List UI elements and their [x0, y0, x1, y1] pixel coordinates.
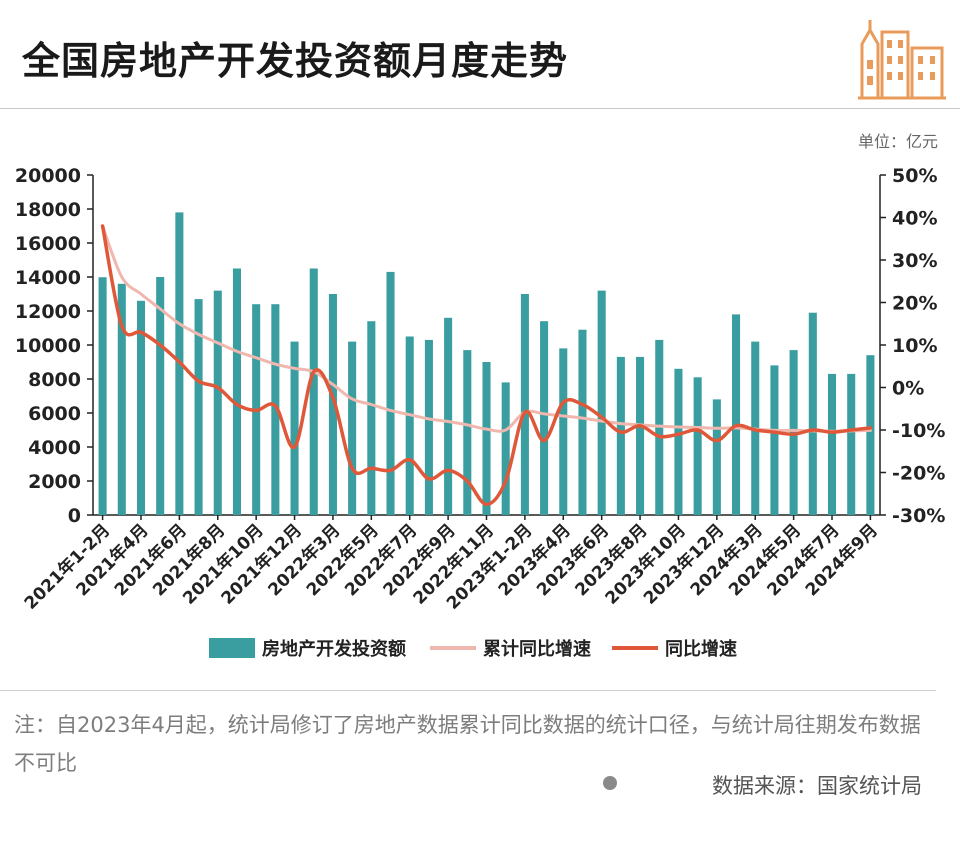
bar-27	[616, 356, 625, 515]
data-source: 数据来源：国家统计局	[712, 774, 922, 798]
bar-14	[367, 321, 376, 515]
bar-13	[348, 341, 357, 515]
bar-31	[693, 377, 702, 515]
legend-label-cumulative: 累计同比增速	[483, 638, 591, 660]
chart-title: 全国房地产开发投资额月度走势	[22, 39, 569, 83]
y-left-tick-label: 20000	[15, 165, 81, 187]
y-left-tick-label: 0	[68, 505, 81, 527]
bar-25	[578, 329, 587, 515]
bar-19	[463, 350, 472, 515]
y-left-tick-label: 10000	[15, 335, 81, 357]
bar-9	[271, 304, 280, 515]
y-right-tick-label: -30%	[892, 505, 945, 527]
title-divider	[0, 108, 960, 109]
y-right-tick-label: 20%	[892, 293, 937, 315]
bullet-dot-icon	[603, 776, 617, 790]
y-right-tick-label: 50%	[892, 165, 937, 187]
legend-label-bar: 房地产开发投资额	[262, 638, 406, 660]
bar-7	[232, 268, 241, 515]
bar-1	[117, 283, 126, 515]
bar-21	[501, 382, 510, 515]
legend-label-yoy: 同比增速	[665, 638, 737, 660]
bar-37	[808, 312, 817, 515]
bar-40	[866, 355, 875, 515]
investment-chart: 0 2000 4000 6000 8000 10000 12000 14000 16000 180…	[15, 165, 945, 660]
note-divider	[0, 690, 936, 691]
y-left-tick-label: 4000	[28, 437, 81, 459]
y-left-tick-label: 8000	[28, 369, 81, 391]
bar-20	[482, 362, 491, 515]
y-right-tick-label: 30%	[892, 250, 937, 272]
bar-35	[770, 365, 779, 515]
bar-30	[674, 368, 683, 515]
bar-23	[540, 321, 549, 515]
bar-16	[405, 336, 414, 515]
bar-11	[309, 268, 318, 515]
y-left-tick-label: 2000	[28, 471, 81, 493]
bar-33	[732, 314, 741, 515]
bar-15	[386, 271, 395, 515]
y-right-tick-label: -10%	[892, 420, 945, 442]
building-logo-icon	[858, 20, 946, 100]
bar-6	[213, 290, 222, 515]
bar-38	[827, 373, 837, 515]
bar-3	[156, 277, 165, 515]
bar-26	[597, 290, 606, 515]
legend-swatch-bar	[209, 638, 255, 658]
bar-10	[290, 341, 299, 515]
y-left-tick-label: 6000	[28, 403, 81, 425]
yoy-growth-line	[100, 224, 873, 507]
y-left-tick-label: 18000	[15, 199, 81, 221]
bar-32	[712, 399, 721, 515]
bar-2	[136, 300, 146, 515]
bar-39	[847, 373, 856, 515]
footnote: 注：自2023年4月起，统计局修订了房地产数据累计同比数据的统计口径，与统计局往…	[14, 713, 921, 775]
bar-17	[424, 339, 433, 515]
y-right-tick-label: 0%	[892, 378, 924, 400]
bar-0	[98, 277, 107, 515]
bar-24	[559, 348, 568, 515]
y-right-tick-label: 10%	[892, 335, 937, 357]
bar-22	[520, 294, 529, 515]
y-right-tick-label: -20%	[892, 463, 945, 485]
cumulative-growth-line	[101, 224, 872, 433]
y-left-tick-label: 12000	[15, 301, 81, 323]
bar-12	[328, 294, 337, 515]
y-right-tick-label: 40%	[892, 208, 937, 230]
bar-28	[636, 356, 645, 515]
y-left-tick-label: 14000	[15, 267, 81, 289]
bar-5	[194, 299, 203, 515]
unit-label: 单位：亿元	[857, 132, 938, 151]
y-left-tick-label: 16000	[15, 233, 81, 255]
bar-18	[444, 317, 453, 515]
